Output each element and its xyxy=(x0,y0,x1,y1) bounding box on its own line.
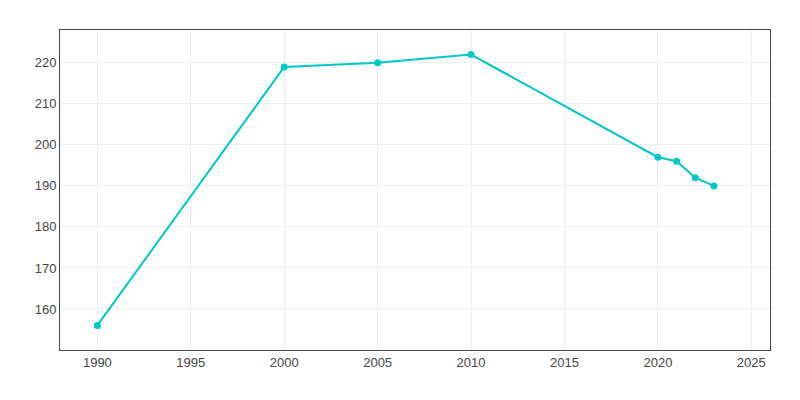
svg-text:2025: 2025 xyxy=(737,355,766,370)
svg-text:2015: 2015 xyxy=(550,355,579,370)
svg-text:2005: 2005 xyxy=(363,355,392,370)
svg-text:200: 200 xyxy=(35,137,57,152)
svg-text:2020: 2020 xyxy=(643,355,672,370)
svg-text:190: 190 xyxy=(35,178,57,193)
svg-text:180: 180 xyxy=(35,219,57,234)
svg-text:1990: 1990 xyxy=(83,355,112,370)
svg-text:210: 210 xyxy=(35,96,57,111)
svg-text:2010: 2010 xyxy=(457,355,486,370)
svg-text:2000: 2000 xyxy=(270,355,299,370)
svg-text:170: 170 xyxy=(35,261,57,276)
svg-text:1995: 1995 xyxy=(176,355,205,370)
svg-text:160: 160 xyxy=(35,302,57,317)
svg-text:220: 220 xyxy=(35,55,57,70)
